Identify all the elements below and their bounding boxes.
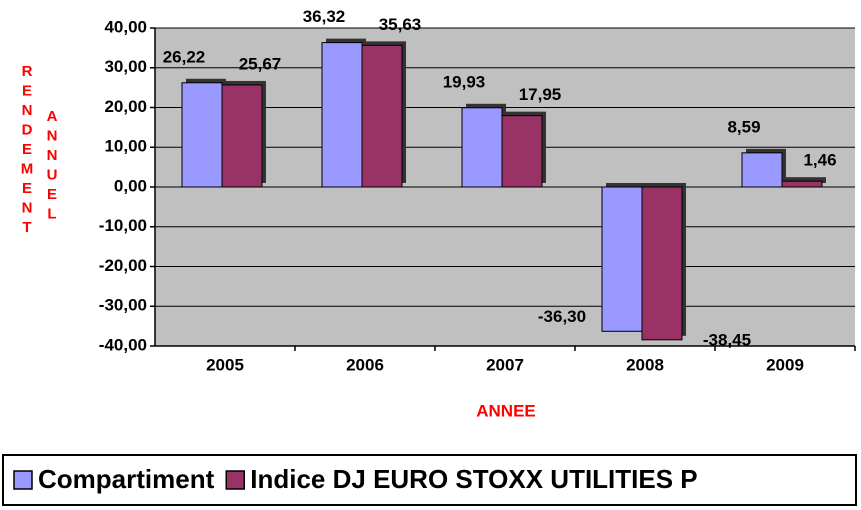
legend xyxy=(2,454,857,506)
bar xyxy=(601,186,643,332)
bar xyxy=(501,115,543,188)
x-tick-label: 2005 xyxy=(206,355,244,374)
legend-swatch xyxy=(225,470,245,490)
x-tick-label: 2007 xyxy=(486,355,524,374)
y-tick-label: 0,00 xyxy=(114,176,147,195)
x-tick-label: 2008 xyxy=(626,355,664,374)
bar xyxy=(221,84,263,188)
y-tick-label: 20,00 xyxy=(104,97,147,116)
bar xyxy=(181,82,223,188)
bar xyxy=(741,152,783,188)
legend-label: Compartiment xyxy=(38,464,215,494)
y-tick-label: -30,00 xyxy=(99,296,147,315)
data-label: 26,22 xyxy=(163,47,206,66)
bar xyxy=(461,107,503,188)
legend-label: Indice DJ EURO STOXX UTILITIES P xyxy=(250,464,697,494)
bar-shadow xyxy=(786,177,826,183)
y-tick-label: 30,00 xyxy=(104,57,147,76)
data-label: 19,93 xyxy=(443,72,486,91)
data-label: 25,67 xyxy=(239,54,282,73)
legend-swatch xyxy=(13,470,33,490)
y-tick-label: -10,00 xyxy=(99,216,147,235)
data-label: 36,32 xyxy=(303,7,346,26)
data-label: 8,59 xyxy=(727,117,760,136)
y-tick-label: -40,00 xyxy=(99,335,147,354)
data-label: -38,45 xyxy=(703,330,751,349)
bar xyxy=(781,180,823,188)
y-tick-label: 40,00 xyxy=(104,17,147,36)
data-label: 17,95 xyxy=(519,85,562,104)
bar xyxy=(641,186,683,341)
x-tick-label: 2009 xyxy=(766,355,804,374)
y-tick-label: -20,00 xyxy=(99,256,147,275)
data-label: 35,63 xyxy=(379,15,422,34)
data-label: 1,46 xyxy=(803,151,836,170)
bar xyxy=(321,42,363,188)
x-tick-label: 2006 xyxy=(346,355,384,374)
data-label: -36,30 xyxy=(538,307,586,326)
x-axis-label: ANNEE xyxy=(476,401,536,420)
y-tick-label: 10,00 xyxy=(104,137,147,156)
bar xyxy=(361,44,403,188)
